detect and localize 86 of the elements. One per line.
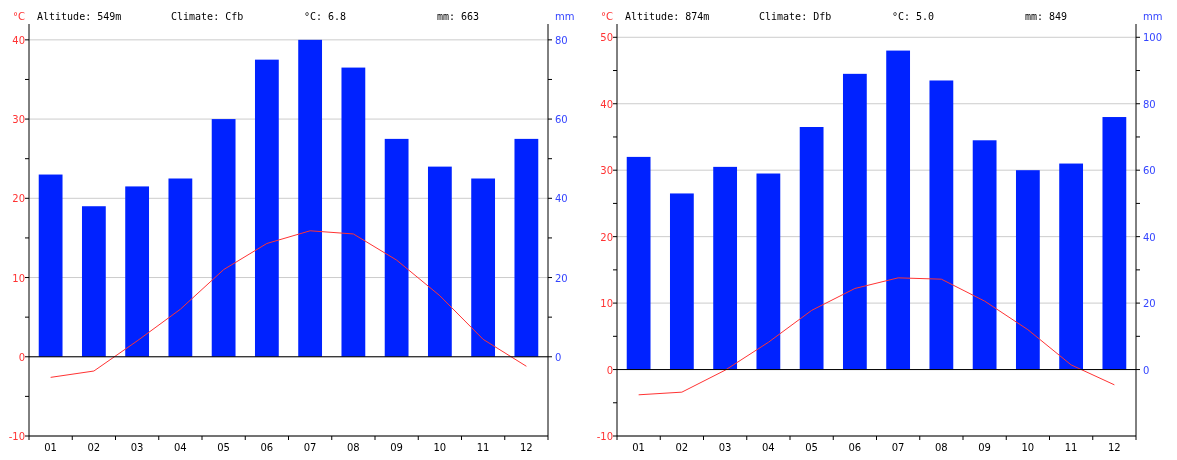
bar — [713, 166, 738, 370]
y-axis-title: °C — [601, 11, 614, 22]
y-tick-label: 0 — [606, 364, 613, 376]
y-tick-label: 40 — [600, 98, 613, 110]
x-tick-label: 08 — [935, 442, 948, 453]
x-tick-label: 10 — [433, 442, 447, 453]
x-tick-label: 10 — [1021, 442, 1035, 453]
bar — [1059, 163, 1084, 370]
y2-tick-label: 100 — [1143, 32, 1163, 44]
y-tick-label: 30 — [600, 165, 613, 177]
x-tick-label: 11 — [1064, 442, 1078, 453]
x-tick-label: 12 — [520, 442, 533, 453]
x-tick-label: 07 — [891, 442, 905, 453]
y2-tick-label: 40 — [555, 193, 568, 205]
y2-tick-label: 60 — [1143, 165, 1156, 177]
x-tick-label: 08 — [347, 442, 360, 453]
y-axis-title: °C — [13, 11, 26, 22]
x-tick-label: 09 — [390, 442, 403, 453]
y2-tick-label: 60 — [555, 114, 568, 126]
bar — [669, 193, 694, 370]
bar — [972, 140, 997, 370]
line-series — [638, 277, 1115, 396]
text: °C: 6.8 — [304, 11, 347, 22]
y-tick-label: 0 — [18, 351, 25, 363]
bar — [254, 59, 279, 357]
y-tick-label: 10 — [600, 298, 613, 310]
bar — [471, 178, 496, 357]
y2-tick-label: 20 — [1143, 298, 1156, 310]
line-series — [50, 230, 527, 378]
x-tick-label: 01 — [44, 442, 57, 453]
y2-axis-title: mm — [1143, 11, 1163, 22]
bar — [842, 73, 867, 370]
x-tick-label: 11 — [476, 442, 490, 453]
x-tick-label: 02 — [87, 442, 101, 453]
text: °C: 5.0 — [892, 11, 935, 22]
y-tick-label: 20 — [12, 193, 25, 205]
y-tick-label: -10 — [596, 431, 613, 442]
bar — [929, 80, 954, 370]
bar — [886, 50, 911, 370]
bar — [756, 173, 781, 370]
y2-tick-label: 80 — [1143, 98, 1156, 110]
y2-tick-label: 40 — [1143, 231, 1156, 243]
bar — [427, 166, 452, 357]
bar — [168, 178, 193, 357]
y2-tick-label: 20 — [555, 272, 568, 284]
bar — [38, 174, 63, 357]
x-tick-label: 04 — [762, 442, 775, 453]
y-tick-label: 50 — [600, 32, 613, 44]
text: Climate: Cfb — [171, 11, 244, 22]
bar — [514, 138, 539, 357]
y2-tick-label: 80 — [555, 34, 568, 46]
x-tick-label: 02 — [675, 442, 689, 453]
y2-tick-label: 0 — [555, 351, 562, 363]
bar — [341, 67, 366, 357]
y-tick-label: 10 — [12, 272, 25, 284]
text: mm: 849 — [1025, 11, 1068, 22]
x-tick-label: 04 — [174, 442, 187, 453]
bar — [1102, 117, 1127, 370]
y-tick-label: 30 — [12, 114, 25, 126]
x-tick-label: 03 — [130, 442, 144, 453]
bar — [298, 39, 323, 357]
x-tick-label: 06 — [848, 442, 862, 453]
bar — [125, 186, 150, 357]
text: Altitude: 549m — [37, 11, 122, 22]
text: Climate: Dfb — [759, 11, 832, 22]
y2-axis-title: mm — [555, 11, 575, 22]
x-tick-label: 05 — [805, 442, 818, 453]
x-tick-label: 09 — [978, 442, 991, 453]
x-tick-label: 06 — [260, 442, 274, 453]
bar — [799, 127, 824, 370]
y-tick-label: 40 — [12, 34, 25, 46]
x-tick-label: 05 — [217, 442, 230, 453]
text: Altitude: 874m — [625, 11, 710, 22]
bar — [1015, 170, 1040, 370]
x-tick-label: 01 — [632, 442, 645, 453]
y2-tick-label: 0 — [1143, 364, 1150, 376]
text: mm: 663 — [437, 11, 480, 22]
x-tick-label: 07 — [303, 442, 317, 453]
bar — [211, 119, 236, 357]
y-tick-label: 20 — [600, 231, 613, 243]
bar — [384, 138, 409, 357]
x-tick-label: 03 — [718, 442, 732, 453]
x-tick-label: 12 — [1108, 442, 1121, 453]
bar — [626, 156, 651, 370]
y-tick-label: -10 — [8, 431, 25, 442]
bar — [81, 206, 106, 357]
